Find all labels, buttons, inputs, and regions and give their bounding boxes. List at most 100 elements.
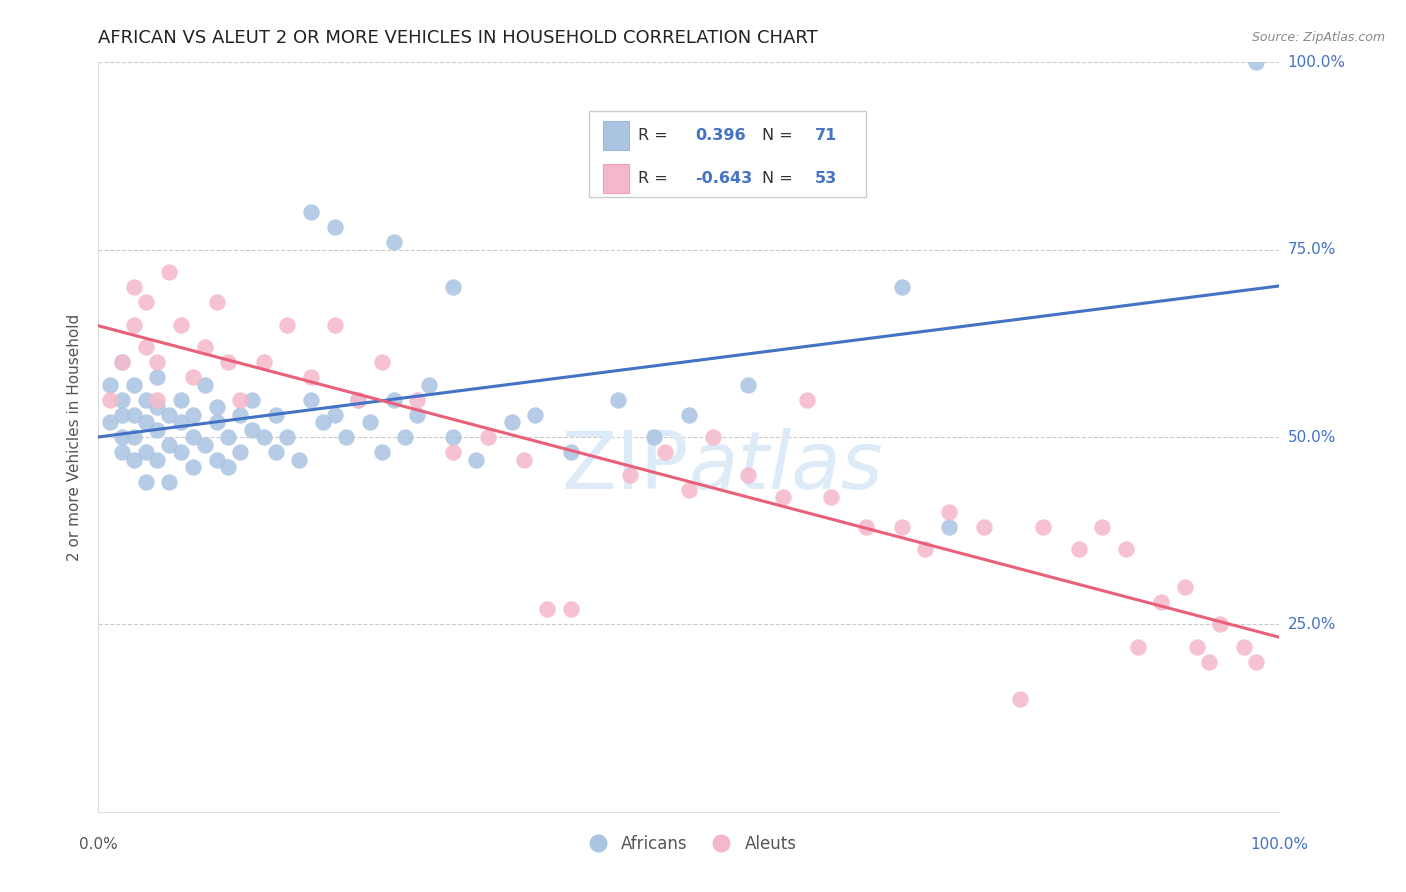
Point — [560, 445, 582, 459]
Point — [418, 377, 440, 392]
Point — [394, 430, 416, 444]
Point — [205, 452, 228, 467]
Point — [157, 408, 180, 422]
Point — [1067, 542, 1090, 557]
Point — [737, 467, 759, 482]
Point — [135, 392, 157, 407]
Point — [205, 400, 228, 414]
Point — [146, 400, 169, 414]
Text: R =: R = — [638, 128, 668, 143]
Point — [157, 437, 180, 451]
Point — [111, 392, 134, 407]
Point — [205, 295, 228, 310]
Point — [512, 452, 534, 467]
Point — [264, 445, 287, 459]
Point — [135, 415, 157, 429]
Point — [299, 392, 322, 407]
Point — [406, 392, 429, 407]
Text: 53: 53 — [815, 171, 838, 186]
Bar — [603, 121, 628, 150]
Text: N =: N = — [762, 128, 793, 143]
Point — [135, 340, 157, 354]
Point — [111, 408, 134, 422]
Point — [229, 445, 252, 459]
Bar — [603, 164, 628, 193]
Text: R =: R = — [638, 171, 668, 186]
Point — [1198, 655, 1220, 669]
Point — [253, 430, 276, 444]
Point — [524, 408, 547, 422]
Text: -0.643: -0.643 — [695, 171, 752, 186]
Point — [772, 490, 794, 504]
Point — [1244, 55, 1267, 70]
Point — [122, 377, 145, 392]
Point — [1185, 640, 1208, 654]
Point — [157, 475, 180, 489]
Point — [146, 370, 169, 384]
Point — [194, 437, 217, 451]
Point — [1244, 655, 1267, 669]
Point — [288, 452, 311, 467]
Point — [323, 220, 346, 235]
Point — [98, 392, 121, 407]
Point — [938, 505, 960, 519]
Text: N =: N = — [762, 171, 793, 186]
Point — [477, 430, 499, 444]
Text: 50.0%: 50.0% — [1288, 430, 1336, 444]
Text: ZIP: ZIP — [561, 428, 689, 506]
Point — [181, 460, 204, 475]
Text: 0.0%: 0.0% — [79, 837, 118, 852]
Point — [1008, 692, 1031, 706]
Point — [146, 452, 169, 467]
Text: 71: 71 — [815, 128, 838, 143]
Point — [501, 415, 523, 429]
Text: 100.0%: 100.0% — [1250, 837, 1309, 852]
Text: 0.396: 0.396 — [695, 128, 745, 143]
Point — [157, 265, 180, 279]
Point — [111, 430, 134, 444]
Point — [276, 318, 298, 332]
Point — [122, 452, 145, 467]
Point — [264, 408, 287, 422]
Point — [240, 423, 263, 437]
Point — [312, 415, 335, 429]
Point — [299, 205, 322, 219]
Point — [654, 445, 676, 459]
Point — [122, 318, 145, 332]
Point — [1115, 542, 1137, 557]
Point — [1209, 617, 1232, 632]
Point — [1150, 595, 1173, 609]
Bar — [589, 112, 866, 197]
Point — [855, 520, 877, 534]
Text: 100.0%: 100.0% — [1288, 55, 1346, 70]
Point — [194, 377, 217, 392]
Text: 75.0%: 75.0% — [1288, 243, 1336, 257]
Point — [135, 445, 157, 459]
Text: 25.0%: 25.0% — [1288, 617, 1336, 632]
Point — [1032, 520, 1054, 534]
Point — [560, 602, 582, 616]
Point — [194, 340, 217, 354]
Point — [890, 520, 912, 534]
Point — [678, 408, 700, 422]
Point — [205, 415, 228, 429]
Point — [347, 392, 370, 407]
Point — [253, 355, 276, 369]
Point — [702, 430, 724, 444]
Point — [441, 280, 464, 294]
Point — [890, 280, 912, 294]
Point — [170, 415, 193, 429]
Point — [135, 475, 157, 489]
Point — [607, 392, 630, 407]
Point — [973, 520, 995, 534]
Point — [371, 355, 394, 369]
Point — [441, 430, 464, 444]
Point — [323, 318, 346, 332]
Point — [678, 483, 700, 497]
Point — [111, 445, 134, 459]
Point — [347, 392, 370, 407]
Point — [938, 520, 960, 534]
Point — [135, 295, 157, 310]
Point — [796, 392, 818, 407]
Point — [98, 415, 121, 429]
